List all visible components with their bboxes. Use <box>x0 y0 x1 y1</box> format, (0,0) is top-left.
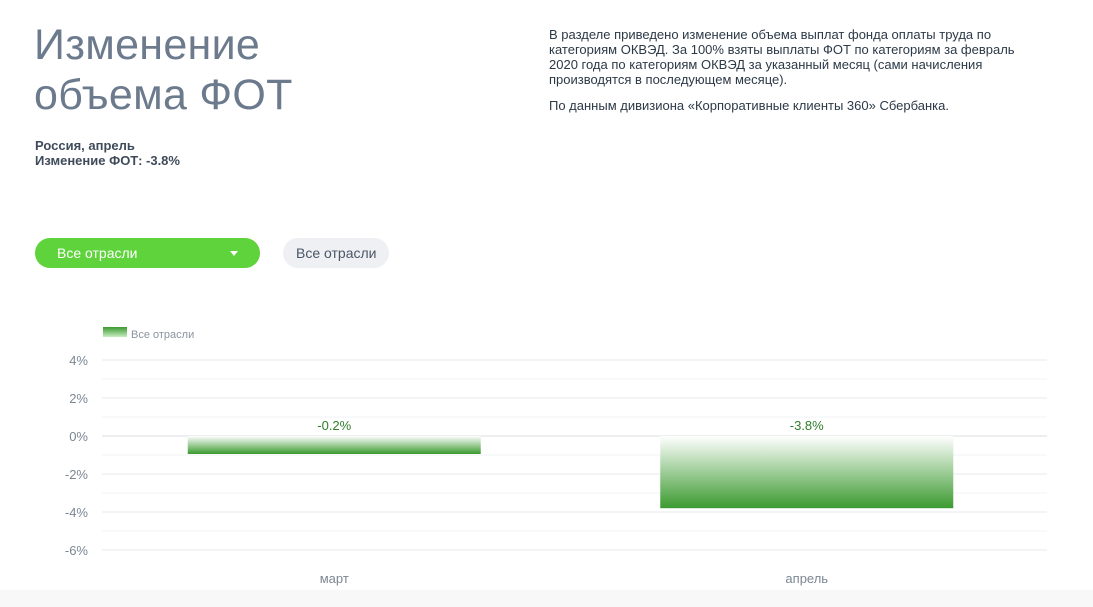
chevron-down-icon <box>230 250 238 256</box>
value-labels: -0.2% -3.8% <box>317 418 824 433</box>
summary-block: Россия, апрель Изменение ФОТ: -3.8% <box>35 138 180 168</box>
legend-swatch <box>103 327 127 337</box>
y-axis: 4% 2% 0% -2% -4% -6% <box>65 353 89 558</box>
chart-grid <box>102 359 1047 551</box>
bar-1 <box>187 436 481 454</box>
bar-value-label: -3.8% <box>790 418 824 433</box>
bar-value-label: -0.2% <box>317 418 351 433</box>
selected-industry-chip-label: Все отрасли <box>296 245 377 261</box>
y-tick-label: 2% <box>69 391 88 406</box>
bars-layer <box>187 436 954 509</box>
legend-label: Все отрасли <box>131 329 194 341</box>
x-tick-label: март <box>320 571 349 586</box>
y-tick-label: -4% <box>65 505 89 520</box>
x-axis: март апрель <box>320 571 829 586</box>
bar-2 <box>660 436 954 509</box>
change-label: Изменение ФОТ: -3.8% <box>35 153 180 168</box>
y-tick-label: 0% <box>69 429 88 444</box>
description-paragraph-1: В разделе приведено изменение объема вып… <box>549 27 1015 87</box>
region-label: Россия, апрель <box>35 138 135 153</box>
chart-legend: Все отрасли <box>103 327 194 341</box>
x-tick-label: апрель <box>785 571 828 586</box>
description-paragraph-2: По данным дивизиона «Корпоративные клиен… <box>549 98 949 113</box>
bar-chart: Все отрасли 4% 2% 0% -2% -4% -6% -0.2% -3.8% м… <box>65 327 1047 586</box>
y-tick-label: -2% <box>65 467 89 482</box>
industry-dropdown[interactable]: Все отрасли <box>35 238 260 268</box>
bottom-strip <box>0 590 1093 607</box>
title-line-2: объема ФОТ <box>34 71 293 119</box>
y-tick-label: -6% <box>65 543 89 558</box>
title-line-1: Изменение <box>34 21 261 69</box>
y-tick-label: 4% <box>69 353 88 368</box>
description: В разделе приведено изменение объема вып… <box>549 27 1039 124</box>
industry-dropdown-value: Все отрасли <box>57 245 138 261</box>
page-title: Изменение объема ФОТ <box>34 20 293 120</box>
selected-industry-chip[interactable]: Все отрасли <box>283 238 390 268</box>
